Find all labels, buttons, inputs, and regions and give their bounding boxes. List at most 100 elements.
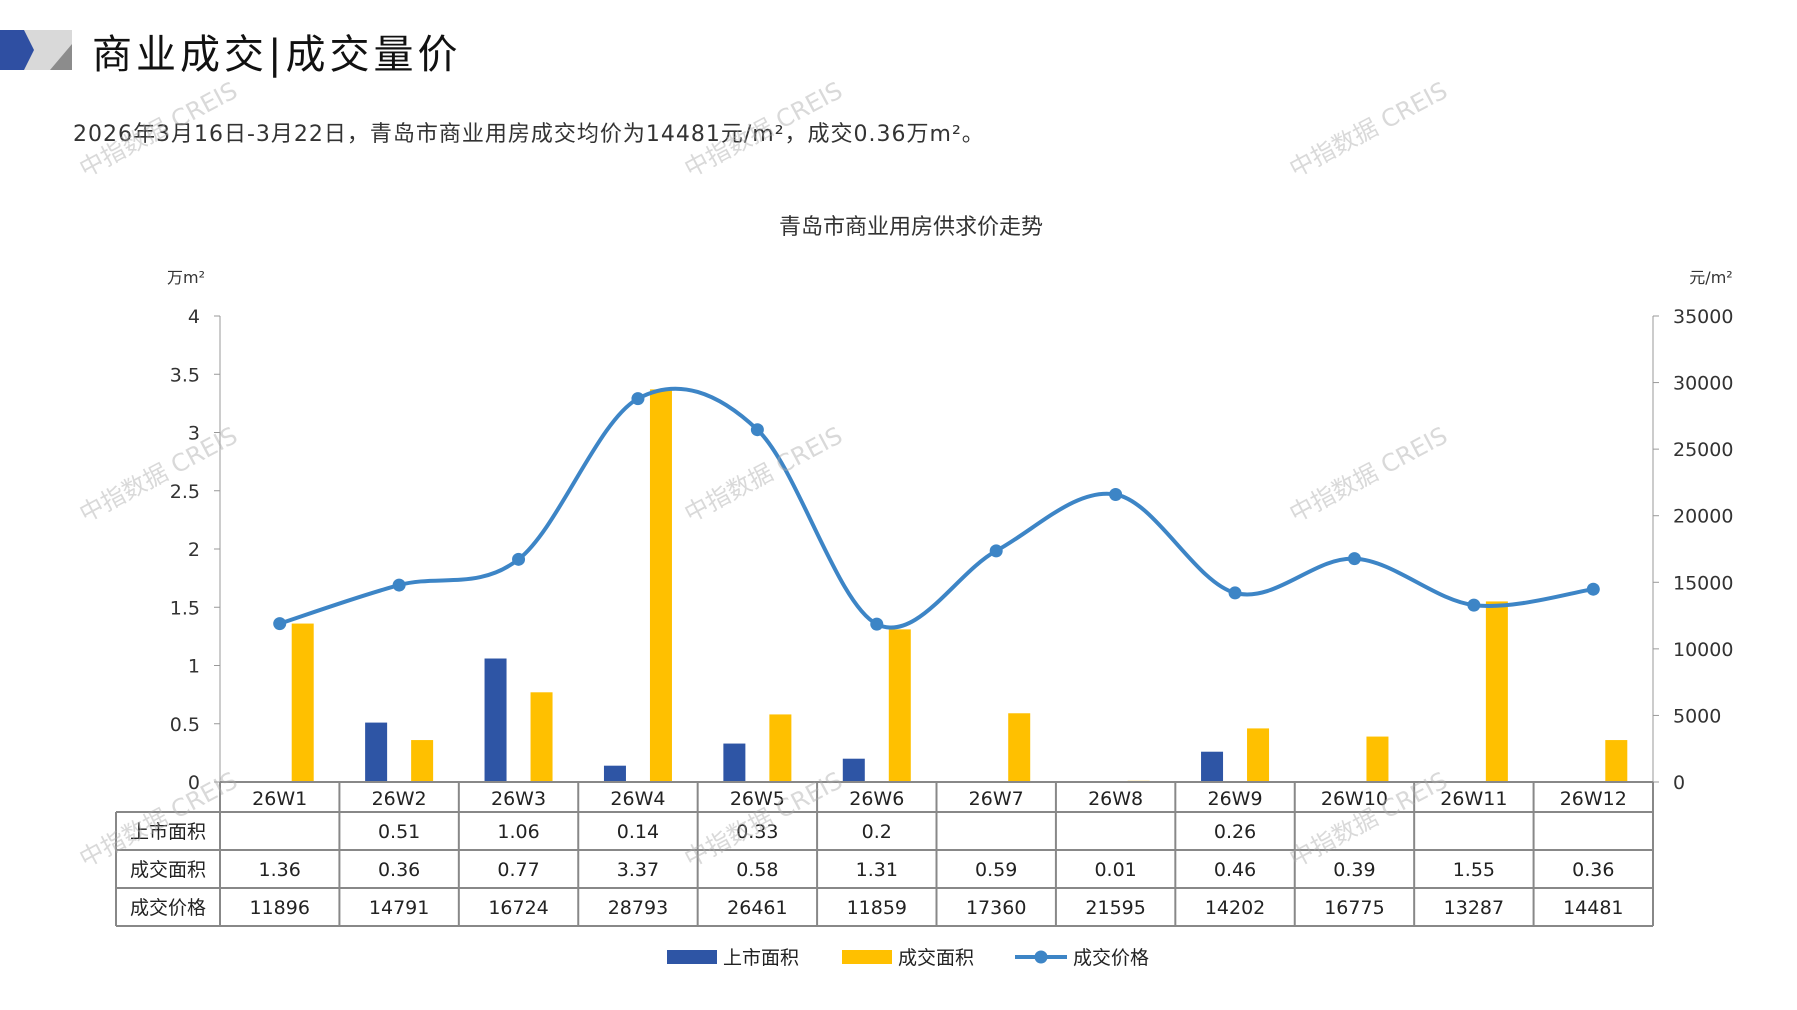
table-cell: 0.33: [736, 821, 778, 843]
deal-bar: [411, 740, 434, 782]
deal-bar: [530, 692, 553, 782]
table-cell: 0.14: [617, 821, 659, 843]
right-tick-label: 30000: [1673, 373, 1733, 395]
price-point: [1347, 552, 1361, 566]
table-cell: 0.46: [1214, 859, 1256, 881]
left-tick-label: 0: [188, 772, 200, 794]
table-cell: 1.55: [1453, 859, 1495, 881]
table-header-cell: 26W1: [252, 788, 307, 810]
right-tick-label: 0: [1673, 772, 1685, 794]
right-tick-label: 10000: [1673, 639, 1733, 661]
table-header-cell: 26W8: [1088, 788, 1143, 810]
legend-swatch-deal: [842, 950, 892, 964]
deal-bar: [1485, 601, 1508, 782]
legend-marker-price: [1034, 950, 1048, 964]
supply-bar: [1201, 751, 1224, 782]
table-cell: 11859: [847, 897, 907, 919]
table-header-cell: 26W5: [730, 788, 785, 810]
supply-bar: [723, 743, 746, 782]
legend-label: 上市面积: [723, 947, 799, 969]
table-cell: 0.36: [378, 859, 420, 881]
price-point: [1467, 598, 1481, 612]
right-tick-label: 35000: [1673, 306, 1733, 328]
table-cell: 1.06: [497, 821, 539, 843]
table-cell: 0.77: [497, 859, 539, 881]
table-header-cell: 26W4: [610, 788, 665, 810]
supply-bar: [842, 758, 865, 782]
table-header-cell: 26W2: [372, 788, 427, 810]
table-cell: 21595: [1085, 897, 1145, 919]
table-cell: 14202: [1205, 897, 1265, 919]
table-header-cell: 26W9: [1208, 788, 1263, 810]
table-header-cell: 26W11: [1440, 788, 1507, 810]
table-cell: 14791: [369, 897, 429, 919]
deal-bar: [888, 629, 911, 782]
price-line: [279, 386, 1594, 630]
right-tick-label: 25000: [1673, 439, 1733, 461]
price-point: [1228, 586, 1242, 600]
right-tick-label: 15000: [1673, 572, 1733, 594]
table-cell: 0.51: [378, 821, 420, 843]
table-row-label: 成交价格: [130, 897, 206, 919]
left-tick-label: 1: [188, 656, 200, 678]
table-header-cell: 26W12: [1560, 788, 1627, 810]
legend-swatch-supply: [667, 950, 717, 964]
deal-bar: [649, 389, 672, 782]
table-cell: 11896: [249, 897, 309, 919]
deal-bar: [1247, 728, 1270, 782]
price-point: [1586, 582, 1600, 596]
left-tick-label: 3: [188, 423, 200, 445]
price-point: [512, 552, 526, 566]
deal-bar: [769, 714, 792, 782]
left-tick-label: 1.5: [170, 597, 200, 619]
page-title: 商业成交|成交量价: [92, 32, 462, 78]
chart-title: 青岛市商业用房供求价走势: [779, 215, 1043, 240]
table-cell: 16724: [488, 897, 548, 919]
supply-bar: [603, 765, 626, 782]
table-row-label: 成交面积: [130, 859, 206, 881]
legend-label: 成交价格: [1073, 947, 1149, 969]
table-cell: 1.31: [856, 859, 898, 881]
price-point: [750, 423, 764, 437]
deal-bar: [1366, 736, 1389, 782]
right-tick-label: 20000: [1673, 506, 1733, 528]
price-point: [273, 617, 287, 631]
left-tick-label: 2: [188, 539, 200, 561]
deal-bar: [1605, 740, 1628, 782]
table-cell: 0.59: [975, 859, 1017, 881]
left-tick-label: 3.5: [170, 364, 200, 386]
left-tick-label: 2.5: [170, 481, 200, 503]
table-cell: 0.58: [736, 859, 778, 881]
price-point: [631, 392, 645, 406]
summary-text: 2026年3月16日-3月22日，青岛市商业用房成交均价为14481元/m²，成…: [73, 122, 985, 147]
table-cell: 26461: [727, 897, 787, 919]
table-cell: 0.26: [1214, 821, 1256, 843]
table-cell: 0.36: [1572, 859, 1614, 881]
table-header-cell: 26W3: [491, 788, 546, 810]
table-cell: 13287: [1444, 897, 1504, 919]
left-axis-unit: 万m²: [167, 268, 205, 287]
table-cell: 0.39: [1333, 859, 1375, 881]
table-cell: 1.36: [259, 859, 301, 881]
price-point: [1109, 487, 1123, 501]
table-cell: 3.37: [617, 859, 659, 881]
supply-bar: [365, 722, 388, 782]
deal-bar: [291, 623, 314, 782]
table-header-cell: 26W7: [969, 788, 1024, 810]
table-cell: 0.01: [1094, 859, 1136, 881]
right-tick-label: 5000: [1673, 705, 1721, 727]
table-cell: 16775: [1324, 897, 1384, 919]
right-axis-unit: 元/m²: [1689, 268, 1732, 287]
table-cell: 28793: [608, 897, 668, 919]
table-cell: 17360: [966, 897, 1026, 919]
header-decoration: [0, 30, 72, 70]
left-tick-label: 0.5: [170, 714, 200, 736]
table-cell: 0.2: [862, 821, 892, 843]
left-tick-label: 4: [188, 306, 200, 328]
price-point: [870, 617, 884, 631]
table-header-cell: 26W6: [849, 788, 904, 810]
table-cell: 14481: [1563, 897, 1623, 919]
legend-label: 成交面积: [898, 947, 974, 969]
price-point: [989, 544, 1003, 558]
